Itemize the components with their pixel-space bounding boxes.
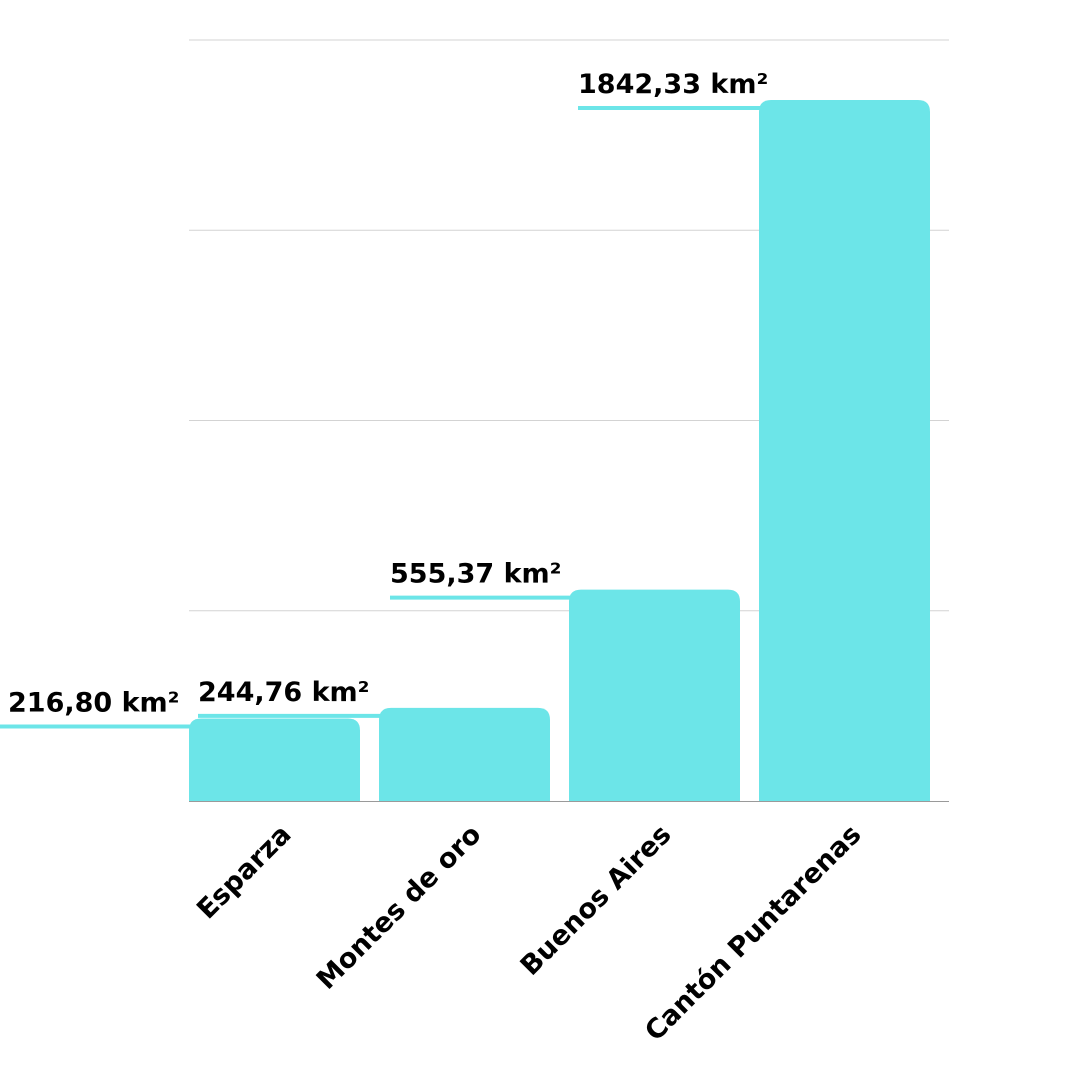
bars — [189, 99, 930, 802]
category-label: Montes de oro — [311, 819, 488, 996]
bar-esparza — [189, 718, 360, 801]
value-label: 216,80 km² — [8, 688, 180, 719]
bar-buenos-aires — [569, 589, 740, 801]
value-label-underlines — [0, 105, 771, 729]
bar-cantón-puntarenas — [759, 99, 930, 802]
category-label: Cantón Puntarenas — [639, 819, 867, 1047]
bar-montes-de-oro — [379, 707, 550, 801]
category-label: Buenos Aires — [515, 819, 678, 982]
value-label: 244,76 km² — [198, 677, 370, 708]
value-labels: 216,80 km² 244,76 km² 555,37 km² 1842,33 km… — [8, 69, 768, 719]
value-label: 555,37 km² — [390, 559, 562, 590]
category-label: Esparza — [191, 819, 297, 925]
value-label: 1842,33 km² — [578, 69, 768, 100]
